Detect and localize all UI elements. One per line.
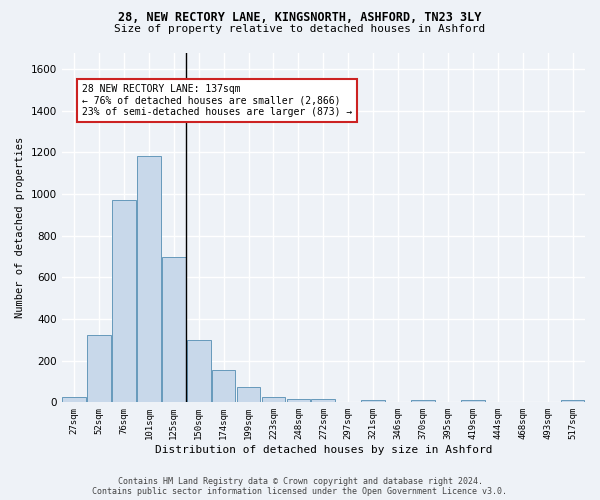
- Bar: [87, 334, 111, 402]
- Bar: [212, 370, 235, 402]
- Bar: [262, 397, 286, 402]
- Bar: [137, 156, 161, 402]
- Text: Size of property relative to detached houses in Ashford: Size of property relative to detached ho…: [115, 24, 485, 34]
- X-axis label: Distribution of detached houses by size in Ashford: Distribution of detached houses by size …: [155, 445, 492, 455]
- Bar: [112, 200, 136, 402]
- Bar: [237, 386, 260, 402]
- Bar: [187, 340, 211, 402]
- Text: 28 NEW RECTORY LANE: 137sqm
← 76% of detached houses are smaller (2,866)
23% of : 28 NEW RECTORY LANE: 137sqm ← 76% of det…: [82, 84, 352, 117]
- Bar: [561, 400, 584, 402]
- Bar: [62, 397, 86, 402]
- Bar: [461, 400, 485, 402]
- Bar: [287, 399, 310, 402]
- Bar: [162, 256, 185, 402]
- Bar: [361, 400, 385, 402]
- Y-axis label: Number of detached properties: Number of detached properties: [15, 137, 25, 318]
- Bar: [311, 399, 335, 402]
- Text: Contains HM Land Registry data © Crown copyright and database right 2024.
Contai: Contains HM Land Registry data © Crown c…: [92, 476, 508, 496]
- Text: 28, NEW RECTORY LANE, KINGSNORTH, ASHFORD, TN23 3LY: 28, NEW RECTORY LANE, KINGSNORTH, ASHFOR…: [118, 11, 482, 24]
- Bar: [411, 400, 435, 402]
